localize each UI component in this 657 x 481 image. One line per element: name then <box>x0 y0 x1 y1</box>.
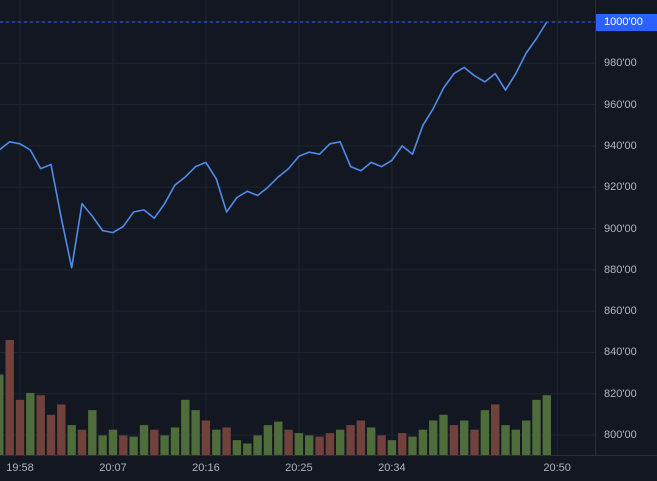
price-axis-label: 860'00 <box>604 305 637 318</box>
volume-bar <box>511 429 520 455</box>
volume-bar <box>387 440 397 455</box>
time-axis-label: 20:34 <box>378 462 406 474</box>
price-axis-label: 940'00 <box>604 139 637 152</box>
volume-bar <box>263 425 273 455</box>
volume-bar <box>439 414 448 455</box>
volume-bar <box>480 410 490 455</box>
volume-bar <box>429 420 438 455</box>
volume-bar <box>305 435 314 455</box>
volume-bar <box>356 420 366 455</box>
volume-bar <box>398 433 407 455</box>
volume-bar <box>325 433 335 455</box>
volume-bar <box>36 395 45 455</box>
volume-bar <box>491 404 500 455</box>
volume-bar <box>108 429 118 455</box>
volume-bar <box>315 436 324 455</box>
volume-bar <box>243 443 252 455</box>
volume-bar <box>222 427 231 455</box>
volume-bar <box>501 425 510 455</box>
volume-bar <box>346 425 355 455</box>
price-axis-label: 820'00 <box>604 387 637 400</box>
price-axis-label: 840'00 <box>604 346 637 359</box>
volume-bar <box>408 436 417 455</box>
volume-bar <box>449 425 459 455</box>
volume-bar <box>150 429 159 455</box>
price-axis-label: 980'00 <box>604 57 637 70</box>
last-price-badge: 1000'00 <box>596 13 657 31</box>
volume-bar <box>418 429 428 455</box>
volume-bar <box>160 435 169 455</box>
volume-bar <box>0 374 4 455</box>
time-axis-label: 19:58 <box>6 462 34 474</box>
volume-bar <box>367 427 376 455</box>
volume-bar <box>532 399 541 455</box>
volume-bar <box>98 435 107 455</box>
volume-bar <box>284 429 293 455</box>
volume-bar <box>522 420 531 455</box>
price-axis[interactable]: 1000'00 980'00 960'00 940'00 920'00 900'00 88… <box>595 0 657 455</box>
time-axis-label: 20:50 <box>543 462 571 474</box>
price-axis-label: 960'00 <box>604 98 637 111</box>
volume-bar <box>15 399 25 455</box>
volume-bar <box>170 427 180 455</box>
volume-bar <box>46 414 56 455</box>
time-axis[interactable]: 19:58 20:07 20:16 20:25 20:34 20:50 <box>0 455 657 481</box>
volume-bar <box>77 429 87 455</box>
volume-bar <box>181 399 190 455</box>
price-axis-label: 920'00 <box>604 181 637 194</box>
volume-bar <box>377 435 386 455</box>
time-axis-label: 20:16 <box>192 462 220 474</box>
time-axis-label: 20:07 <box>99 462 127 474</box>
volume-bar <box>201 420 211 455</box>
volume-bar <box>212 429 221 455</box>
volume-bar <box>119 435 128 455</box>
volume-bar <box>67 425 76 455</box>
price-line <box>0 21 548 269</box>
volume-bar <box>232 440 242 455</box>
volume-bar <box>294 433 304 455</box>
price-axis-label: 800'00 <box>604 429 637 441</box>
volume-bar <box>139 425 149 455</box>
volume-bar <box>5 340 14 455</box>
volume-bar <box>470 429 479 455</box>
volume-bar <box>57 404 66 455</box>
volume-bar <box>336 429 345 455</box>
volume-bar <box>460 420 469 455</box>
price-axis-label: 880'00 <box>604 263 637 276</box>
volume-bar <box>129 436 138 455</box>
volume-bar <box>191 410 200 455</box>
volume-bar <box>274 421 283 455</box>
price-axis-label: 900'00 <box>604 222 637 235</box>
volume-bar <box>253 435 262 455</box>
volume-bar <box>26 392 35 455</box>
volume-bar <box>542 395 551 455</box>
chart-svg[interactable] <box>0 0 595 455</box>
time-axis-label: 20:25 <box>285 462 313 474</box>
volume-bar <box>88 410 97 455</box>
